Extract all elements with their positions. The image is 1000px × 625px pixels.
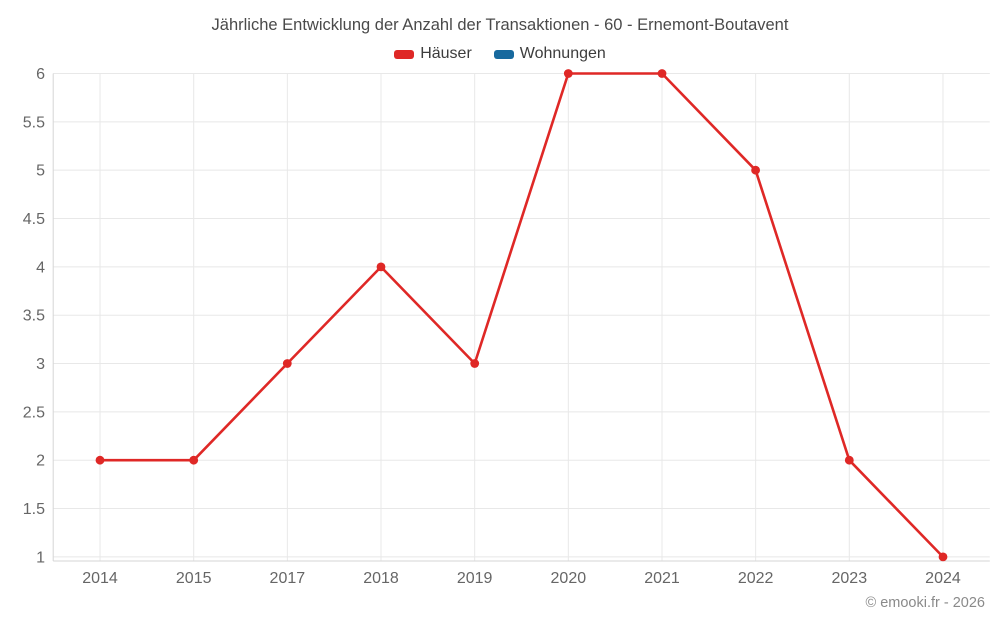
data-point-h-user-2015[interactable] <box>189 455 199 465</box>
data-point-h-user-2014[interactable] <box>95 455 105 465</box>
y-axis-tick-label: 3.5 <box>23 308 45 325</box>
y-axis-tick-label: 5 <box>36 163 45 180</box>
x-axis-tick-label: 2019 <box>457 570 493 587</box>
y-axis-tick-label: 3 <box>36 356 45 373</box>
y-axis-tick-label: 6 <box>36 66 45 83</box>
x-axis-tick-label: 2021 <box>644 570 680 587</box>
legend-swatch-icon <box>493 49 514 59</box>
data-point-h-user-2020[interactable] <box>563 69 573 78</box>
data-point-h-user-2023[interactable] <box>844 455 854 465</box>
legend-item-wohnungen[interactable]: Wohnungen <box>493 45 606 63</box>
legend-swatch-icon <box>394 49 415 59</box>
axis-lines <box>52 73 990 562</box>
legend-label: Häuser <box>420 45 472 62</box>
y-axis-tick-label: 2 <box>36 453 45 470</box>
y-axis-tick-label: 4 <box>36 259 45 276</box>
data-point-h-user-2018[interactable] <box>376 262 386 272</box>
x-axis-tick-label: 2017 <box>270 570 306 587</box>
axis-labels: 1 1.5 2 2.5 3 3.5 4 4.5 5 5.5 6 2014 2015 2017 2018 201… <box>23 66 961 587</box>
data-point-h-user-2022[interactable] <box>751 165 760 175</box>
y-axis-tick-label: 2.5 <box>23 404 45 421</box>
x-axis-tick-label: 2018 <box>363 570 399 587</box>
x-axis-tick-label: 2020 <box>551 570 587 587</box>
legend-label: Wohnungen <box>519 45 606 62</box>
y-axis-tick-label: 5.5 <box>23 114 45 131</box>
credits-link[interactable]: © emooki.fr - 2026 <box>865 595 985 611</box>
chart-title: Jährliche Entwicklung der Anzahl der Tra… <box>211 16 789 34</box>
y-axis-tick-label: 1 <box>36 549 45 566</box>
gridlines <box>53 73 990 561</box>
data-point-h-user-2024[interactable] <box>938 552 948 562</box>
legend-item-h-user[interactable]: Häuser <box>394 45 472 63</box>
series-line-h-user <box>98 72 945 559</box>
legend: Häuser Wohnungen <box>0 45 1000 63</box>
data-point-h-user-2017[interactable] <box>282 359 292 368</box>
x-axis-tick-label: 2014 <box>82 570 118 587</box>
x-axis-tick-label: 2023 <box>832 570 868 587</box>
series-lines <box>95 69 948 562</box>
x-axis-tick-label: 2015 <box>176 570 212 587</box>
data-point-h-user-2019[interactable] <box>470 359 480 368</box>
y-axis-tick-label: 4.5 <box>23 211 45 228</box>
data-point-h-user-2021[interactable] <box>657 69 667 78</box>
x-axis-tick-label: 2022 <box>738 570 774 587</box>
x-axis-tick-label: 2024 <box>925 570 961 587</box>
y-axis-tick-label: 1.5 <box>23 501 45 518</box>
